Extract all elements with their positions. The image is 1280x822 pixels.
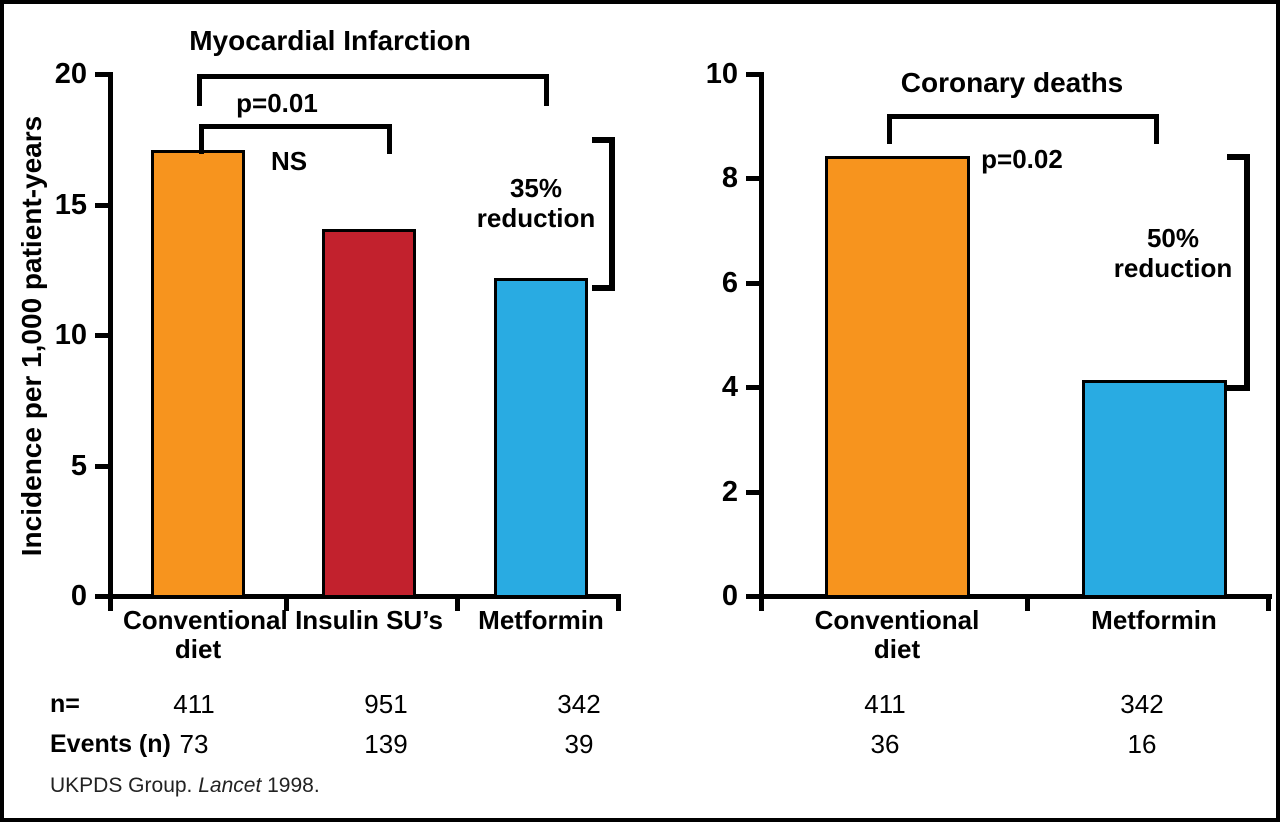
- events-value: 73: [179, 729, 209, 759]
- y-axis-tick: [746, 176, 759, 182]
- reduction-label-left: 35% reduction: [476, 173, 596, 233]
- conventional-diet-bar: [151, 150, 245, 598]
- x-axis-line: [754, 594, 1272, 599]
- x-axis-tick: [616, 599, 621, 611]
- y-axis-tick: [746, 594, 759, 599]
- events-value: 36: [870, 729, 900, 759]
- right-chart-title: Coronary deaths: [900, 67, 1124, 98]
- p-value-label: p=0.01: [236, 88, 318, 118]
- y-axis-line: [108, 72, 113, 611]
- y-tick-label: 0: [721, 580, 738, 612]
- y-axis-tick: [746, 72, 759, 77]
- n-value: 411: [864, 689, 906, 719]
- n-value: 342: [557, 689, 601, 719]
- y-tick-label: 4: [721, 371, 738, 404]
- events-value: 39: [564, 729, 594, 759]
- y-tick-label: 20: [54, 58, 87, 90]
- events-row-label: Events (n): [50, 730, 171, 758]
- y-axis-tick: [746, 489, 759, 495]
- category-label-insulin-su-s: Insulin SU’s: [295, 605, 443, 635]
- y-axis-tick: [746, 280, 759, 286]
- insulin-su-s-bar: [322, 228, 416, 598]
- category-label-metformin: Metformin: [478, 605, 604, 635]
- n-value: 951: [364, 689, 408, 719]
- y-axis-tick: [95, 72, 108, 77]
- y-tick-label: 2: [721, 475, 738, 508]
- y-axis-tick: [95, 333, 108, 338]
- y-tick-label: 0: [70, 580, 87, 612]
- p-value-label-right: p=0.02: [981, 144, 1063, 174]
- conventional-diet-bar: [824, 155, 970, 598]
- y-tick-label: 10: [705, 58, 738, 90]
- x-axis-tick: [284, 599, 289, 611]
- citation-text-after: 1998.: [261, 774, 320, 797]
- x-axis-tick: [1266, 599, 1271, 611]
- reduction-label-right: 50% reduction: [1113, 223, 1233, 283]
- category-label-metformin: Metformin: [1091, 605, 1217, 635]
- metformin-bar: [494, 278, 588, 598]
- y-tick-label: 10: [54, 319, 87, 351]
- y-tick-label: 15: [54, 188, 87, 221]
- reduction-bracket-left: [592, 137, 615, 291]
- ns-bracket-conventional-vs-insulin: [199, 124, 392, 154]
- citation-text-before: UKPDS Group.: [50, 774, 199, 797]
- y-axis-tick: [746, 385, 759, 391]
- y-tick-label: 8: [721, 162, 738, 195]
- y-axis-tick: [95, 594, 108, 599]
- left-chart-title: Myocardial Infarction: [189, 25, 471, 56]
- n-value: 411: [173, 689, 215, 719]
- p-value-bracket-conventional-vs-metformin: [197, 74, 549, 106]
- y-tick-label: 6: [721, 266, 738, 299]
- n-row-label: n=: [50, 690, 80, 718]
- category-label-conventional-diet: Conventional diet: [814, 605, 980, 664]
- y-tick-label: 5: [70, 449, 87, 482]
- category-label-conventional-diet: Conventional diet: [123, 605, 288, 664]
- x-axis-tick: [455, 599, 460, 611]
- x-axis-tick: [1025, 599, 1030, 611]
- ns-label: NS: [270, 146, 308, 176]
- reduction-bracket-right: [1227, 154, 1250, 391]
- y-axis-tick: [95, 463, 108, 469]
- source-citation: UKPDS Group. Lancet 1998.: [50, 774, 320, 798]
- events-value: 16: [1127, 729, 1157, 759]
- y-axis-tick: [95, 202, 108, 208]
- citation-journal: Lancet: [198, 774, 262, 797]
- metformin-bar: [1081, 379, 1227, 598]
- y-axis-line: [759, 72, 764, 611]
- n-value: 342: [1120, 689, 1164, 719]
- p-value-bracket-right: [887, 114, 1159, 144]
- events-value: 139: [364, 729, 408, 759]
